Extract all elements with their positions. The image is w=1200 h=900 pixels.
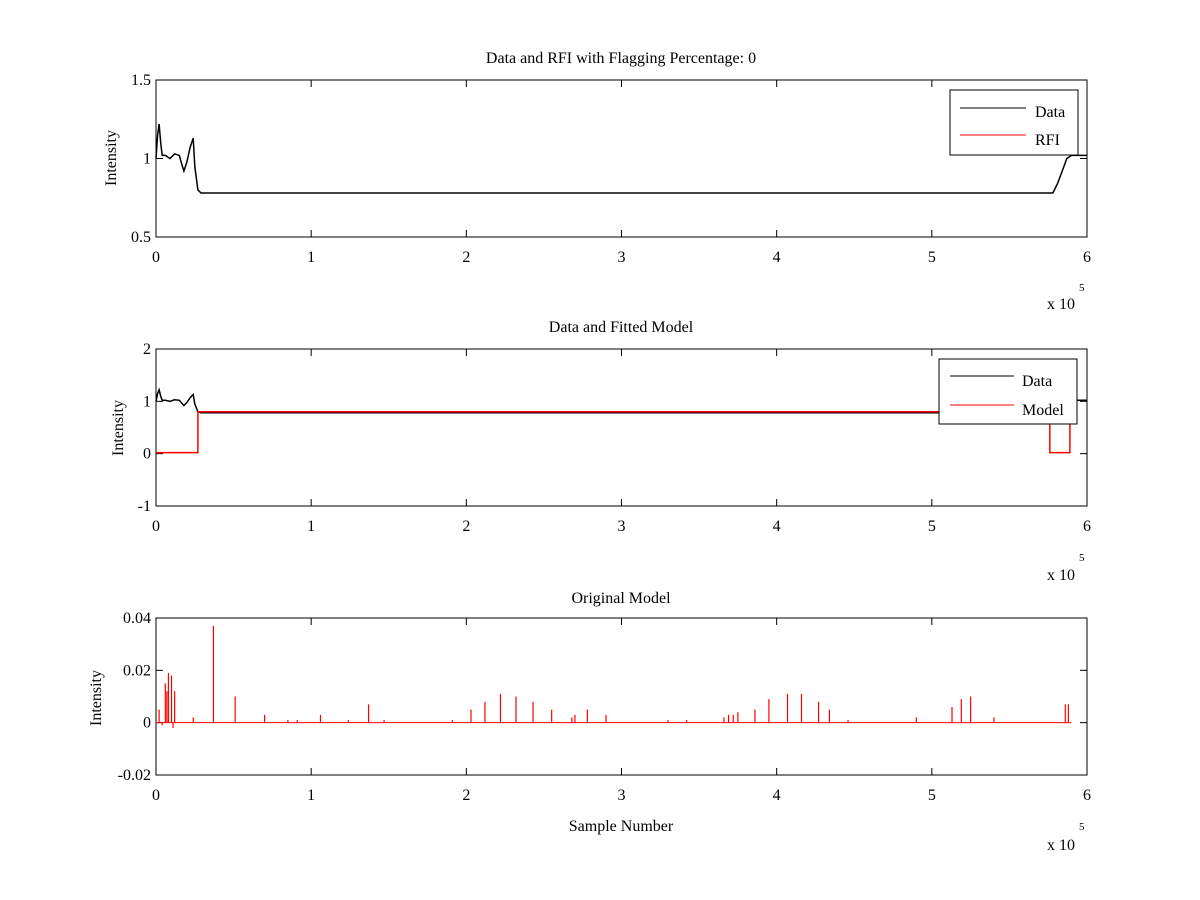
plot-1-legend-data-label: Data [1035,104,1065,121]
x-tick-label: 4 [773,787,781,804]
y-tick-label: 0.02 [123,662,151,679]
x-tick-label: 6 [1083,518,1091,535]
x-tick-label: 5 [928,249,936,266]
x-tick-label: 3 [618,787,626,804]
x-tick-label: 5 [928,518,936,535]
y-tick-label: 0.5 [131,229,151,246]
x-tick-label: 6 [1083,787,1091,804]
plot-1-ticks: 0 1 2 3 4 5 6 0.5 1 1.5 [131,72,1091,266]
x-tick-label: 1 [307,249,315,266]
plot-2-axes [155,348,1088,507]
plot-2-title: Data and Fitted Model [549,319,694,336]
plot-2-x-exponent: 5 [1079,552,1085,564]
plot-1-x-multiplier: x 10 [1047,296,1075,313]
plot-3-x-exponent: 5 [1079,821,1085,833]
plot-1: Data and RFI with Flagging Percentage: 0… [103,50,1091,313]
plot-2-x-multiplier: x 10 [1047,567,1075,584]
plot-2-legend-model-label: Model [1022,402,1064,419]
plot-1-title: Data and RFI with Flagging Percentage: 0 [486,50,756,67]
x-tick-label: 5 [928,787,936,804]
y-tick-label: 0.04 [123,610,151,627]
plot-2-legend-box [938,358,1078,425]
x-tick-label: 0 [152,518,160,535]
x-tick-label: 2 [462,249,470,266]
y-tick-label: 1 [143,393,151,410]
x-tick-label: 3 [618,518,626,535]
plot-1-legend-rfi-label: RFI [1035,132,1060,149]
plot-2-ylabel: Intensity [110,400,127,456]
x-tick-label: 1 [307,787,315,804]
x-tick-label: 2 [462,518,470,535]
x-tick-label: 4 [773,249,781,266]
plot-1-series-data-line [155,123,1087,194]
plot-1-lines [155,123,1087,194]
x-tick-label: 0 [152,787,160,804]
plot-3-x-multiplier: x 10 [1047,837,1075,854]
plot-3-title: Original Model [571,590,671,607]
x-tick-label: 1 [307,518,315,535]
plot-1-legend: Data RFI [949,89,1079,156]
y-tick-label: -0.02 [118,767,151,784]
x-tick-label: 4 [773,518,781,535]
x-tick-label: 3 [618,249,626,266]
plot-3-lines [156,625,1072,728]
y-tick-label: -1 [138,498,151,515]
plot-2-legend-data-label: Data [1022,373,1052,390]
x-tick-label: 2 [462,787,470,804]
plot-3-xlabel: Sample Number [569,818,674,835]
plot-2-legend: Data Model [938,358,1078,425]
x-tick-label: 6 [1083,249,1091,266]
y-tick-label: 1 [143,151,151,168]
plot-3-ylabel: Intensity [88,670,105,726]
y-tick-label: 0 [143,715,151,732]
plot-1-legend-box [949,89,1079,156]
y-tick-label: 0 [143,446,151,463]
plot-1-ylabel: Intensity [103,130,120,186]
y-tick-label: 1.5 [131,72,151,89]
plot-1-x-exponent: 5 [1079,282,1085,294]
plot-3-axes [155,617,1088,776]
y-tick-label: 2 [143,341,151,358]
x-tick-label: 0 [152,249,160,266]
plot-1-axes [155,79,1088,238]
